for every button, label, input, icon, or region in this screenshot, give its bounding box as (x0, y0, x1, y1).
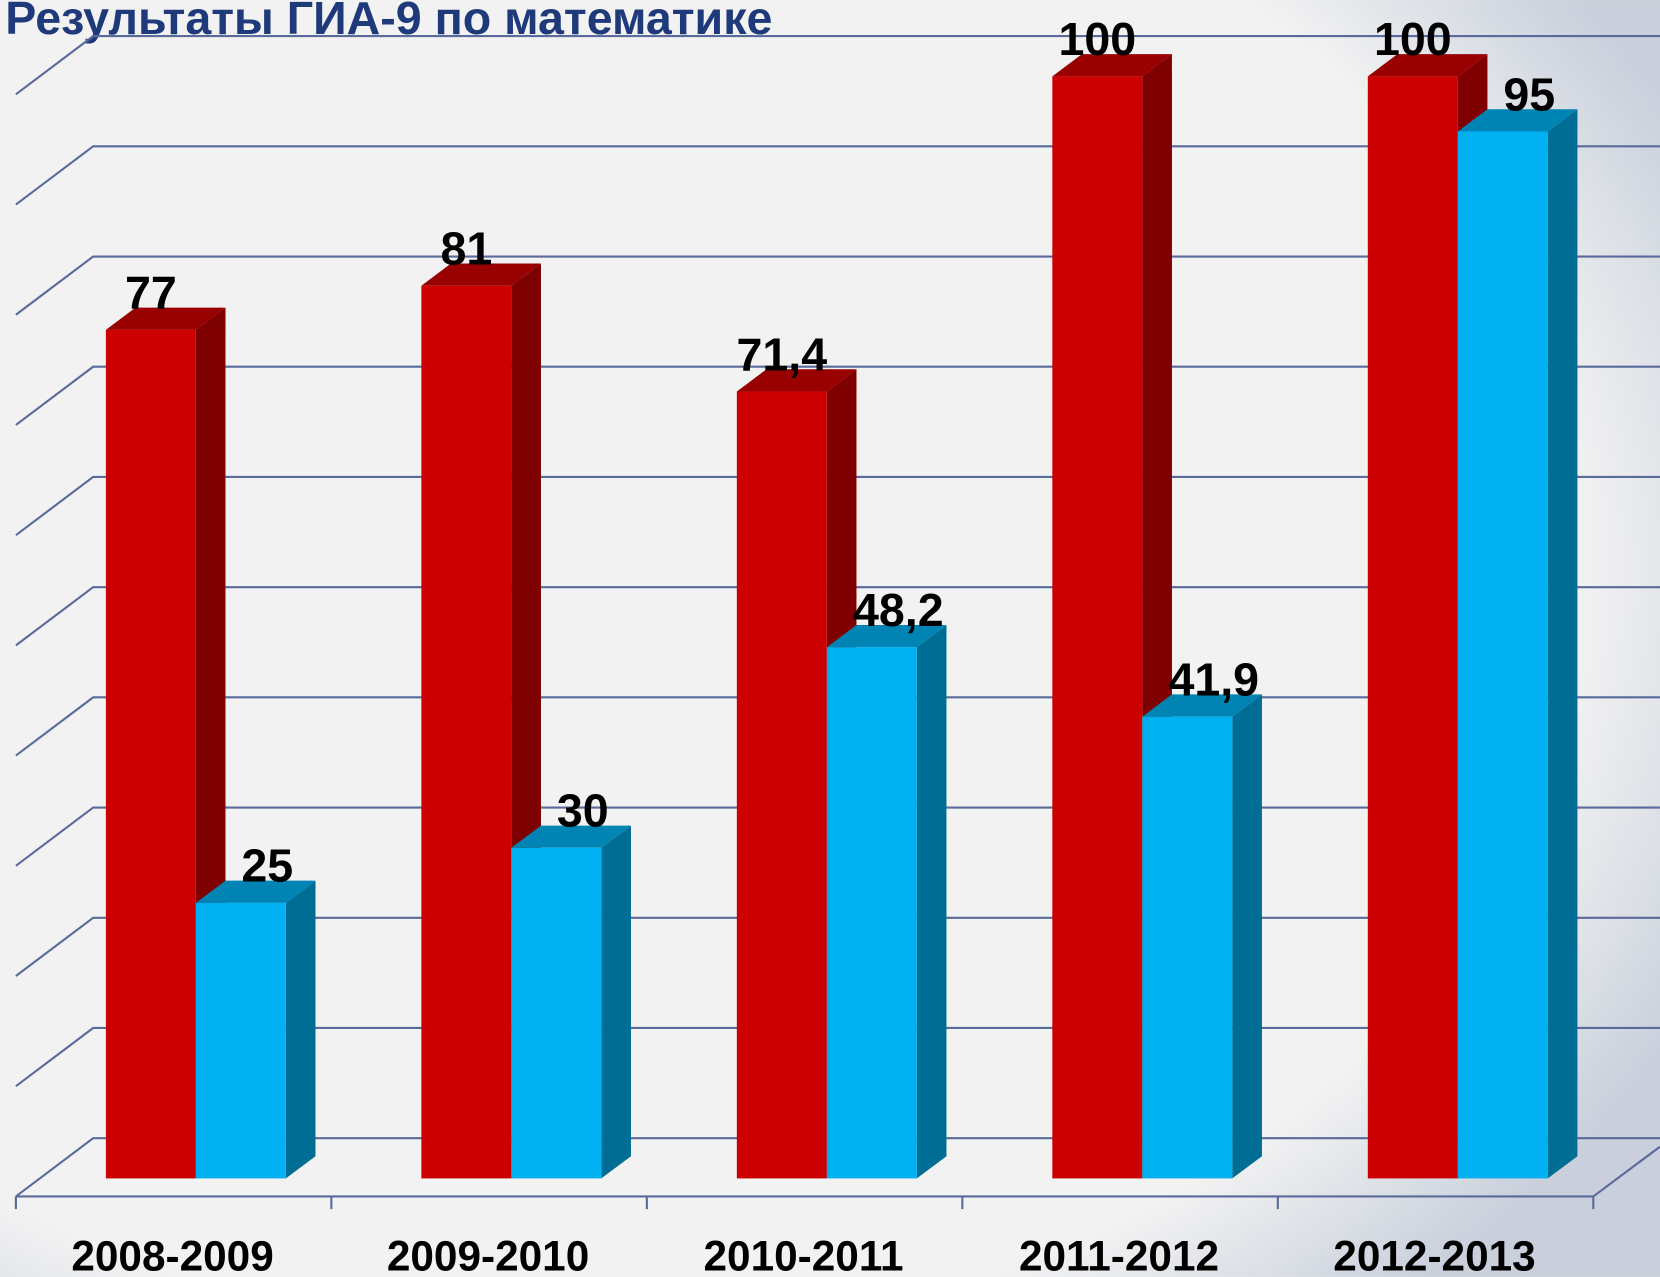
x-tick-label: 2011-2012 (1019, 1233, 1219, 1277)
bar-side (601, 825, 631, 1179)
bar-front (511, 847, 602, 1179)
bar-side (1547, 109, 1578, 1179)
bar (1457, 109, 1578, 1179)
data-label: 41,9 (1168, 653, 1259, 705)
bar (826, 624, 947, 1179)
bar-top (1457, 109, 1578, 132)
x-tick-label: 2009-2010 (387, 1233, 589, 1277)
bar-front (105, 329, 196, 1179)
bar-side (916, 624, 947, 1179)
bar-top (1052, 54, 1172, 77)
bar-front (1142, 716, 1233, 1179)
data-label: 100 (1058, 13, 1136, 65)
x-tick-label: 2012-2013 (1333, 1233, 1535, 1277)
data-label: 95 (1503, 68, 1555, 120)
bar (511, 825, 631, 1179)
bar-side (285, 880, 316, 1179)
bar-front (1457, 131, 1548, 1179)
bar-top (1367, 54, 1488, 77)
chart-title: Результаты ГИА-9 по математике (5, 0, 772, 44)
bar-top (511, 825, 631, 848)
data-label: 81 (440, 223, 492, 275)
bar-side (1232, 694, 1262, 1179)
bar-top (1142, 694, 1262, 717)
grid-line (15, 35, 1660, 96)
bar-top (421, 263, 541, 286)
bar-top (826, 624, 947, 648)
bar-front (1052, 76, 1143, 1179)
bar (1142, 694, 1262, 1179)
bar-front (421, 285, 512, 1179)
bar-top (105, 307, 226, 330)
floor-edge (1592, 1145, 1660, 1198)
data-label: 77 (125, 267, 177, 319)
x-tick-label: 2010-2011 (703, 1233, 903, 1277)
data-label: 100 (1374, 13, 1452, 65)
bar-top (195, 880, 316, 903)
bar-front (195, 902, 286, 1179)
bar-front (736, 391, 827, 1179)
data-label: 71,4 (737, 328, 828, 380)
bar-front (1367, 76, 1458, 1179)
data-label: 30 (557, 785, 609, 837)
data-label: 25 (241, 840, 293, 892)
data-label: 48,2 (853, 584, 944, 636)
bar-top (736, 369, 857, 392)
bar (195, 880, 316, 1179)
x-tick-label: 2008-2009 (71, 1233, 273, 1277)
bar-front (826, 647, 917, 1179)
